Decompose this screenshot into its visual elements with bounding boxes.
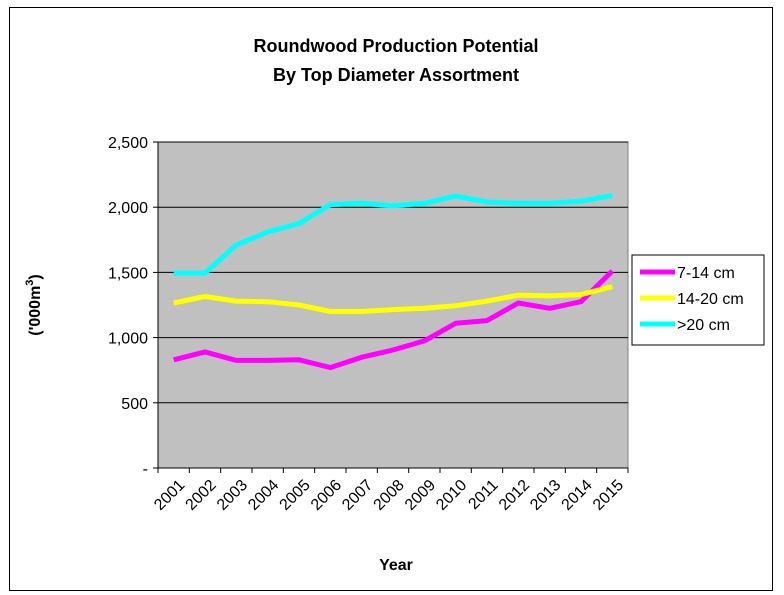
x-tick-label: 2005 bbox=[277, 477, 314, 514]
x-tick-label: 2002 bbox=[183, 477, 220, 514]
series-lines bbox=[173, 193, 615, 371]
x-tick-label: 2001 bbox=[151, 477, 188, 514]
y-tick-label: 2,500 bbox=[108, 135, 148, 152]
x-tick-label: 2013 bbox=[527, 477, 564, 514]
y-axis-title-main: ('000m bbox=[27, 286, 44, 336]
x-tick-label: 2011 bbox=[465, 477, 501, 513]
x-tick-label: 2003 bbox=[214, 477, 251, 514]
x-tick-label: 2010 bbox=[433, 477, 470, 514]
x-tick-label: 2009 bbox=[402, 477, 439, 514]
y-axis-title: ('000m3) bbox=[24, 274, 44, 336]
x-tick-label: 2007 bbox=[339, 477, 376, 514]
chart-subtitle: By Top Diameter Assortment bbox=[273, 65, 519, 85]
x-tick-label: 2004 bbox=[245, 477, 282, 514]
y-axis-title-close: ) bbox=[27, 274, 44, 279]
chart-title: Roundwood Production Potential bbox=[254, 36, 539, 56]
x-tick-label: 2006 bbox=[308, 477, 345, 514]
x-tick-label: 2014 bbox=[559, 477, 596, 514]
plot-area bbox=[157, 141, 629, 469]
legend-label-1: 14-20 cm bbox=[677, 291, 744, 308]
y-tick-label: 1,000 bbox=[108, 331, 148, 348]
series-line-2 bbox=[173, 193, 613, 276]
y-tick-label: 2,000 bbox=[108, 200, 148, 217]
y-tick-label: 500 bbox=[121, 396, 148, 413]
x-tick-label: 2015 bbox=[590, 477, 627, 514]
x-tick-label: 2012 bbox=[496, 477, 533, 514]
x-axis-title: Year bbox=[379, 557, 413, 574]
y-tick-label: - bbox=[143, 461, 148, 478]
gridlines bbox=[158, 141, 628, 404]
series-line-0 bbox=[173, 269, 615, 371]
series-line-1 bbox=[173, 284, 613, 314]
y-tick-label: 1,500 bbox=[108, 265, 148, 282]
y-axis-title-superscript: 3 bbox=[24, 280, 36, 286]
legend-label-2: >20 cm bbox=[677, 317, 730, 334]
x-axis: 2001200220032004200520062007200820092010… bbox=[151, 467, 629, 514]
legend: 7-14 cm 14-20 cm >20 cm bbox=[640, 265, 744, 334]
x-tick-label: 2008 bbox=[371, 477, 408, 514]
legend-label-0: 7-14 cm bbox=[677, 265, 735, 282]
y-axis: - 500 1,000 1,500 2,000 2,500 bbox=[108, 135, 159, 478]
